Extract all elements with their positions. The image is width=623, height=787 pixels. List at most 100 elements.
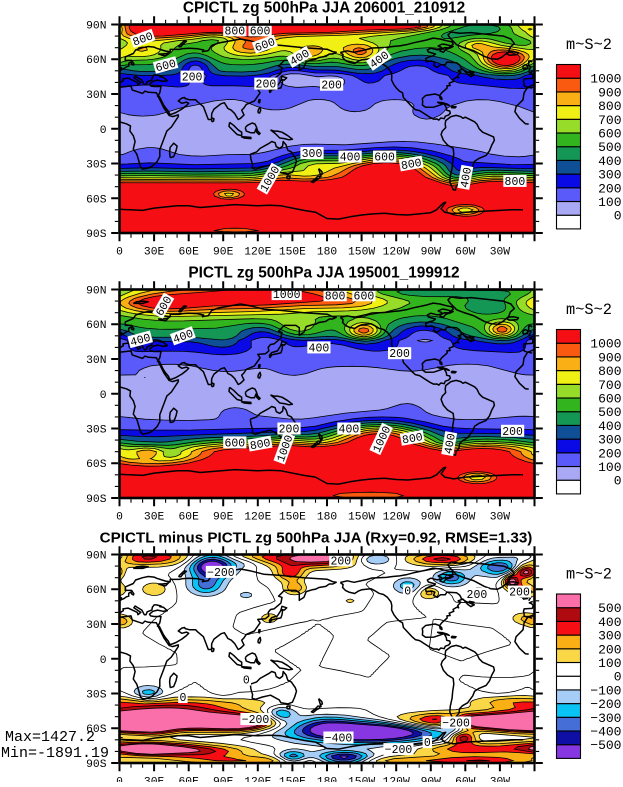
svg-text:90W: 90W — [421, 512, 442, 524]
svg-text:800: 800 — [224, 25, 245, 38]
svg-text:90E: 90E — [213, 512, 234, 524]
svg-text:400: 400 — [309, 342, 330, 355]
svg-text:60S: 60S — [86, 459, 107, 471]
svg-text:600: 600 — [354, 290, 375, 303]
svg-text:30W: 30W — [490, 247, 511, 259]
svg-text:200: 200 — [467, 589, 488, 602]
svg-text:120W: 120W — [383, 777, 410, 783]
svg-text:1000: 1000 — [273, 289, 301, 302]
svg-text:200: 200 — [502, 426, 523, 439]
svg-text:180: 180 — [317, 777, 338, 783]
svg-text:0: 0 — [614, 474, 622, 489]
svg-text:800: 800 — [598, 99, 621, 114]
svg-text:0: 0 — [614, 670, 622, 685]
svg-text:30S: 30S — [86, 690, 107, 702]
svg-text:400: 400 — [129, 332, 152, 350]
svg-text:120E: 120E — [244, 512, 271, 524]
svg-text:700: 700 — [598, 378, 621, 393]
svg-text:200: 200 — [598, 446, 621, 461]
svg-text:600: 600 — [250, 25, 271, 38]
svg-text:60W: 60W — [455, 247, 476, 259]
svg-text:600: 600 — [374, 152, 395, 165]
svg-text:Min=-1891.19: Min=-1891.19 — [1, 745, 109, 762]
svg-text:150E: 150E — [279, 512, 306, 524]
svg-text:200: 200 — [256, 79, 277, 92]
svg-text:100: 100 — [598, 656, 621, 671]
svg-text:0: 0 — [614, 209, 622, 224]
svg-text:0: 0 — [243, 675, 250, 688]
svg-text:30S: 30S — [86, 425, 107, 437]
svg-text:600: 600 — [224, 437, 245, 450]
svg-text:150E: 150E — [279, 777, 306, 783]
svg-text:m~S~2: m~S~2 — [566, 566, 612, 584]
svg-text:0: 0 — [116, 777, 123, 783]
svg-text:−300: −300 — [590, 711, 621, 726]
svg-text:800: 800 — [325, 290, 346, 303]
svg-text:30E: 30E — [144, 777, 165, 783]
svg-text:CPICTL zg 500hPa JJA 206001_21: CPICTL zg 500hPa JJA 206001_210912 — [183, 0, 465, 17]
svg-text:200: 200 — [321, 80, 342, 93]
svg-text:PICTL zg 500hPa JJA 195001_199: PICTL zg 500hPa JJA 195001_199912 — [188, 265, 459, 282]
svg-text:90S: 90S — [86, 229, 107, 241]
svg-text:−400: −400 — [590, 725, 621, 740]
svg-text:60E: 60E — [179, 512, 200, 524]
svg-text:600: 600 — [598, 392, 621, 407]
svg-text:0: 0 — [404, 585, 411, 598]
svg-text:0: 0 — [100, 390, 107, 402]
svg-text:400: 400 — [598, 419, 621, 434]
svg-text:800: 800 — [505, 176, 526, 189]
svg-text:−100: −100 — [590, 683, 621, 698]
svg-text:0: 0 — [116, 512, 123, 524]
svg-text:300: 300 — [302, 148, 323, 161]
svg-text:−200: −200 — [385, 744, 413, 757]
svg-text:60S: 60S — [86, 194, 107, 206]
svg-text:60W: 60W — [455, 512, 476, 524]
svg-text:90N: 90N — [86, 286, 106, 298]
svg-text:60E: 60E — [179, 777, 200, 783]
svg-text:60W: 60W — [455, 777, 476, 783]
svg-text:90W: 90W — [421, 777, 442, 783]
svg-text:60E: 60E — [179, 247, 200, 259]
svg-text:400: 400 — [339, 424, 360, 437]
svg-text:0: 0 — [116, 247, 123, 259]
svg-text:150W: 150W — [348, 247, 375, 259]
svg-text:30S: 30S — [86, 160, 107, 172]
svg-text:0: 0 — [424, 737, 431, 750]
svg-text:−200: −200 — [207, 567, 235, 580]
svg-text:30N: 30N — [86, 355, 106, 367]
svg-text:100: 100 — [598, 460, 621, 475]
svg-text:60S: 60S — [86, 724, 107, 736]
svg-text:120W: 120W — [383, 247, 410, 259]
svg-text:600: 600 — [154, 57, 177, 75]
svg-text:800: 800 — [249, 437, 272, 453]
svg-text:1000: 1000 — [590, 337, 621, 352]
svg-text:30N: 30N — [86, 90, 106, 102]
svg-text:−400: −400 — [325, 733, 353, 746]
svg-text:200: 200 — [182, 72, 203, 85]
svg-text:90S: 90S — [86, 759, 107, 771]
svg-text:900: 900 — [598, 350, 621, 365]
svg-text:150W: 150W — [348, 777, 375, 783]
svg-text:120W: 120W — [383, 512, 410, 524]
svg-text:1000: 1000 — [590, 72, 621, 87]
svg-text:200: 200 — [330, 555, 351, 568]
svg-text:500: 500 — [598, 601, 621, 616]
svg-text:400: 400 — [340, 152, 361, 165]
svg-text:60N: 60N — [86, 55, 106, 67]
svg-text:300: 300 — [598, 629, 621, 644]
svg-text:30E: 30E — [144, 512, 165, 524]
svg-text:0: 0 — [100, 125, 107, 137]
svg-text:90W: 90W — [421, 247, 442, 259]
svg-text:−500: −500 — [590, 738, 621, 753]
svg-text:90E: 90E — [213, 777, 234, 783]
svg-text:0: 0 — [100, 655, 107, 667]
svg-text:900: 900 — [598, 85, 621, 100]
svg-text:200: 200 — [598, 181, 621, 196]
svg-text:30W: 30W — [490, 777, 511, 783]
svg-text:300: 300 — [598, 168, 621, 183]
svg-text:90E: 90E — [213, 247, 234, 259]
svg-text:500: 500 — [598, 405, 621, 420]
svg-text:300: 300 — [598, 433, 621, 448]
svg-text:30W: 30W — [490, 512, 511, 524]
svg-text:30N: 30N — [86, 620, 106, 632]
